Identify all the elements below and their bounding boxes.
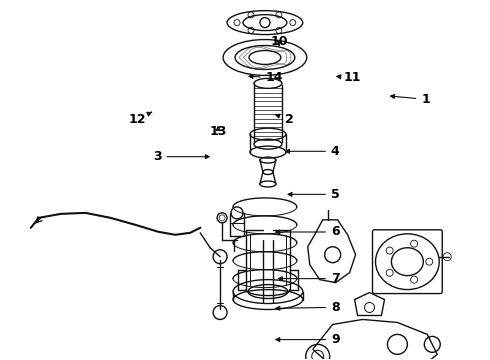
Text: 7: 7 xyxy=(278,272,340,285)
Text: 14: 14 xyxy=(249,71,283,84)
Text: 1: 1 xyxy=(391,93,430,106)
Text: 13: 13 xyxy=(209,125,227,138)
Text: 4: 4 xyxy=(286,145,340,158)
Text: 11: 11 xyxy=(337,71,361,84)
Text: 12: 12 xyxy=(129,112,152,126)
Text: 6: 6 xyxy=(276,225,340,238)
Text: 9: 9 xyxy=(276,333,340,346)
Text: 8: 8 xyxy=(276,301,340,314)
Text: 5: 5 xyxy=(288,188,340,201)
Text: 10: 10 xyxy=(270,35,288,49)
Text: 3: 3 xyxy=(153,150,209,163)
Text: 2: 2 xyxy=(276,113,294,126)
